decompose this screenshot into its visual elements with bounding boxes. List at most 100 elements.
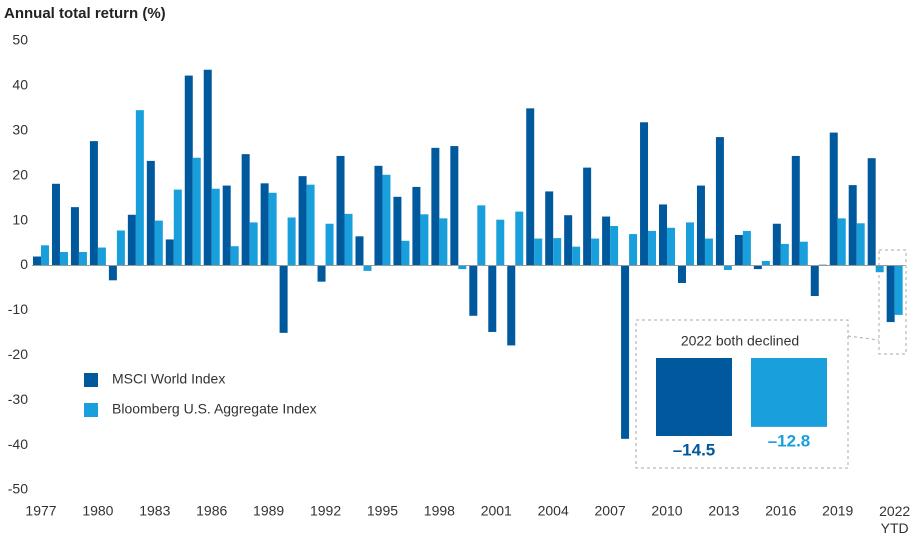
y-tick-label: 50 <box>12 32 28 48</box>
bar <box>173 189 182 266</box>
bar <box>70 207 79 266</box>
bar <box>184 75 193 266</box>
x-tick-label: 1995 <box>367 503 398 519</box>
y-tick-label: -40 <box>8 436 28 452</box>
bar <box>439 218 448 266</box>
bar <box>458 265 467 270</box>
bar <box>621 265 630 439</box>
bar <box>116 230 125 266</box>
y-tick-label: 0 <box>20 256 28 272</box>
legend-label: Bloomberg U.S. Aggregate Index <box>112 401 317 417</box>
bar <box>382 174 391 266</box>
bar <box>325 223 334 266</box>
x-tick-label: 2016 <box>765 503 796 519</box>
bar <box>799 241 808 266</box>
bar <box>583 167 592 266</box>
bar <box>249 222 258 266</box>
bar <box>564 215 573 266</box>
bar <box>515 211 524 266</box>
bar <box>526 108 535 266</box>
bar <box>810 265 819 297</box>
bar <box>648 230 657 266</box>
bar <box>667 227 676 266</box>
bar <box>450 146 459 266</box>
bar <box>534 238 543 266</box>
bar <box>336 155 345 266</box>
bar <box>677 265 686 284</box>
x-tick-label: 2013 <box>708 503 739 519</box>
bar <box>602 216 611 266</box>
bar <box>791 155 800 266</box>
x-tick-label: 2019 <box>822 503 853 519</box>
bar <box>696 185 705 266</box>
bar <box>154 220 163 266</box>
bar <box>659 204 668 266</box>
y-tick-label: 10 <box>12 211 28 227</box>
x-tick-label: 1989 <box>253 503 284 519</box>
y-tick-label: 20 <box>12 166 28 182</box>
bar <box>230 246 239 266</box>
bar <box>723 265 732 270</box>
bar <box>241 154 250 266</box>
x-tick-label: 2007 <box>595 503 626 519</box>
bar <box>780 243 789 266</box>
bar <box>33 256 41 266</box>
bar <box>867 158 876 266</box>
bar <box>59 252 68 266</box>
x-tick-label-line: YTD <box>881 520 909 536</box>
bar <box>477 205 486 266</box>
bar <box>135 110 144 266</box>
bar <box>469 265 478 316</box>
highlight-box <box>878 249 907 355</box>
bar <box>165 239 174 266</box>
bar <box>279 265 288 333</box>
bar <box>837 218 846 266</box>
bar <box>355 236 364 266</box>
inset-value-label: –14.5 <box>673 440 716 459</box>
x-tick-label: 2022 YTD <box>879 503 910 536</box>
y-tick-label: -30 <box>8 391 28 407</box>
bar <box>629 234 638 266</box>
legend-label: MSCI World Index <box>112 371 225 387</box>
bar <box>203 69 212 266</box>
legend-swatch <box>84 373 98 387</box>
bar <box>640 122 649 266</box>
inset-bar <box>656 358 732 437</box>
bar <box>772 223 781 266</box>
y-tick-label: -10 <box>8 301 28 317</box>
bar <box>192 157 201 266</box>
bar <box>894 265 903 315</box>
x-tick-label: 1992 <box>310 503 341 519</box>
chart-title: Annual total return (%) <box>4 5 166 22</box>
inset-title: 2022 both declined <box>681 333 799 349</box>
x-tick-label: 1983 <box>139 503 170 519</box>
bar <box>761 261 770 266</box>
bar <box>363 265 372 271</box>
bar <box>715 137 724 266</box>
bar <box>496 219 505 266</box>
bar <box>412 186 421 266</box>
x-tick-label: 2010 <box>651 503 682 519</box>
inset-value-label: –12.8 <box>768 431 811 450</box>
bar <box>856 223 865 266</box>
bar <box>553 238 562 266</box>
bar <box>374 165 383 266</box>
bar <box>41 245 49 266</box>
x-tick-label-line: 2022 <box>879 503 910 519</box>
bar <box>488 265 497 332</box>
bar <box>401 240 410 266</box>
bar <box>127 214 136 266</box>
bar <box>306 184 315 266</box>
x-tick-label: 1977 <box>25 503 56 519</box>
x-tick-label: 1980 <box>82 503 113 519</box>
x-tick-label: 2001 <box>481 503 512 519</box>
inset-bar <box>751 358 827 427</box>
bar <box>51 183 60 266</box>
bar <box>829 132 838 266</box>
bar <box>591 238 600 266</box>
bar <box>222 185 231 266</box>
bar <box>268 192 277 266</box>
y-tick-label: -20 <box>8 346 28 362</box>
bar <box>848 185 857 266</box>
bar <box>317 265 326 282</box>
